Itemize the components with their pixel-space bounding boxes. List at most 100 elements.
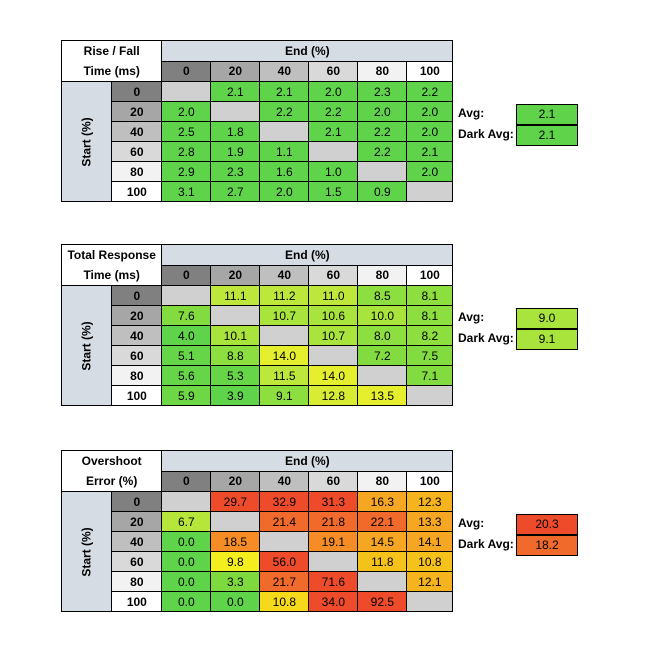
value-cell: 14.5 xyxy=(357,531,408,552)
value-cell: 2.1 xyxy=(308,121,359,142)
dark-avg-value: 9.1 xyxy=(516,329,578,350)
row-header: 0 xyxy=(111,285,163,306)
value-cell: 2.0 xyxy=(357,101,408,122)
value-cell: 2.0 xyxy=(406,121,454,142)
value-cell: 7.5 xyxy=(406,345,454,366)
diagonal-cell xyxy=(308,551,359,572)
row-header: 0 xyxy=(111,491,163,512)
value-cell: 12.1 xyxy=(406,571,454,592)
value-cell: 0.0 xyxy=(210,591,261,612)
column-header: 0 xyxy=(161,60,212,82)
table-row: Start (%) 0 29.7 32.9 31.3 16.3 12.3 xyxy=(60,491,454,612)
diagonal-cell xyxy=(259,325,310,346)
value-cell: 0.0 xyxy=(161,571,212,592)
value-cell: 18.5 xyxy=(210,531,261,552)
table-row: 80 2.9 2.3 1.6 1.0 2.0 xyxy=(62,161,454,182)
table-title-line1: Rise / Fall xyxy=(83,44,140,58)
value-cell: 2.1 xyxy=(259,81,310,102)
value-cell: 16.3 xyxy=(357,491,408,512)
dark-avg-value: 2.1 xyxy=(516,125,578,146)
row-header: 0 xyxy=(111,81,163,102)
table-row: 20 2.0 2.2 2.2 2.0 2.0 xyxy=(62,101,454,122)
table-title-line1: Total Response xyxy=(67,248,156,262)
value-cell: 8.0 xyxy=(357,325,408,346)
response-table-3: Overshoot Error (%) End (%) 0 20 40 60 80 100 Sta… xyxy=(60,450,454,612)
table-row: 100 3.1 2.7 2.0 1.5 0.9 xyxy=(62,181,454,202)
value-cell: 29.7 xyxy=(210,491,261,512)
table-row: 40 4.0 10.1 10.7 8.0 8.2 xyxy=(62,325,454,346)
value-cell: 5.3 xyxy=(210,365,261,386)
row-header: 80 xyxy=(111,365,163,386)
column-header: 60 xyxy=(308,470,359,492)
column-header: 20 xyxy=(210,470,261,492)
column-header: 100 xyxy=(406,264,454,286)
value-cell: 56.0 xyxy=(259,551,310,572)
row-header: 80 xyxy=(111,571,163,592)
value-cell: 5.6 xyxy=(161,365,212,386)
diagonal-cell xyxy=(406,181,454,202)
diagonal-cell xyxy=(161,81,212,102)
response-table-1: Rise / Fall Time (ms) End (%) 0 20 40 60 80 100 S… xyxy=(60,40,454,202)
end-axis-label: End (%) xyxy=(161,450,454,472)
value-cell: 7.6 xyxy=(161,305,212,326)
value-cell: 9.1 xyxy=(259,385,310,406)
column-header: 40 xyxy=(259,470,310,492)
value-cell: 21.8 xyxy=(308,511,359,532)
value-cell: 2.2 xyxy=(308,101,359,122)
column-header: 100 xyxy=(406,470,454,492)
diagonal-cell xyxy=(210,101,261,122)
value-cell: 11.0 xyxy=(308,285,359,306)
diagonal-cell xyxy=(210,511,261,532)
avg-value: 20.3 xyxy=(516,514,578,535)
value-cell: 7.2 xyxy=(357,345,408,366)
start-axis-label: Start (%) xyxy=(60,285,113,406)
value-cell: 14.1 xyxy=(406,531,454,552)
row-header: 80 xyxy=(111,161,163,182)
row-header: 20 xyxy=(111,511,163,532)
column-header: 80 xyxy=(357,60,408,82)
diagonal-cell xyxy=(161,285,212,306)
value-cell: 11.1 xyxy=(210,285,261,306)
value-cell: 11.2 xyxy=(259,285,310,306)
column-header: 80 xyxy=(357,470,408,492)
value-cell: 14.0 xyxy=(259,345,310,366)
value-cell: 2.0 xyxy=(406,161,454,182)
table-row: 60 5.1 8.8 14.0 7.2 7.5 xyxy=(62,345,454,366)
dark-avg-label: Dark Avg: xyxy=(458,331,514,345)
value-cell: 6.7 xyxy=(161,511,212,532)
row-header: 40 xyxy=(111,325,163,346)
value-cell: 0.9 xyxy=(357,181,408,202)
column-header: 40 xyxy=(259,264,310,286)
value-cell: 34.0 xyxy=(308,591,359,612)
value-cell: 2.2 xyxy=(357,141,408,162)
avg-value: 2.1 xyxy=(516,104,578,125)
avg-label: Avg: xyxy=(458,106,485,120)
value-cell: 21.4 xyxy=(259,511,310,532)
table-title-line2: Time (ms) xyxy=(83,268,140,282)
table-row: 20 7.6 10.7 10.6 10.0 8.1 xyxy=(62,305,454,326)
table-row: 40 0.0 18.5 19.1 14.5 14.1 xyxy=(62,531,454,552)
row-header: 100 xyxy=(111,181,163,202)
value-cell: 8.2 xyxy=(406,325,454,346)
diagonal-cell xyxy=(357,365,408,386)
column-header: 0 xyxy=(161,264,212,286)
value-cell: 2.3 xyxy=(210,161,261,182)
dark-avg-value: 18.2 xyxy=(516,535,578,556)
table-title: Total Response Time (ms) xyxy=(60,244,163,286)
value-cell: 2.2 xyxy=(259,101,310,122)
diagonal-cell xyxy=(259,121,310,142)
value-cell: 1.5 xyxy=(308,181,359,202)
start-axis-label-text: Start (%) xyxy=(79,320,94,371)
start-axis-label: Start (%) xyxy=(60,491,113,612)
column-header: 60 xyxy=(308,264,359,286)
value-cell: 10.0 xyxy=(357,305,408,326)
value-cell: 0.0 xyxy=(161,551,212,572)
row-header: 40 xyxy=(111,531,163,552)
value-cell: 8.1 xyxy=(406,285,454,306)
column-header: 40 xyxy=(259,60,310,82)
value-cell: 1.1 xyxy=(259,141,310,162)
row-header: 20 xyxy=(111,305,163,326)
response-table-2: Total Response Time (ms) End (%) 0 20 40 60 80 1… xyxy=(60,244,454,406)
diagonal-cell xyxy=(406,591,454,612)
